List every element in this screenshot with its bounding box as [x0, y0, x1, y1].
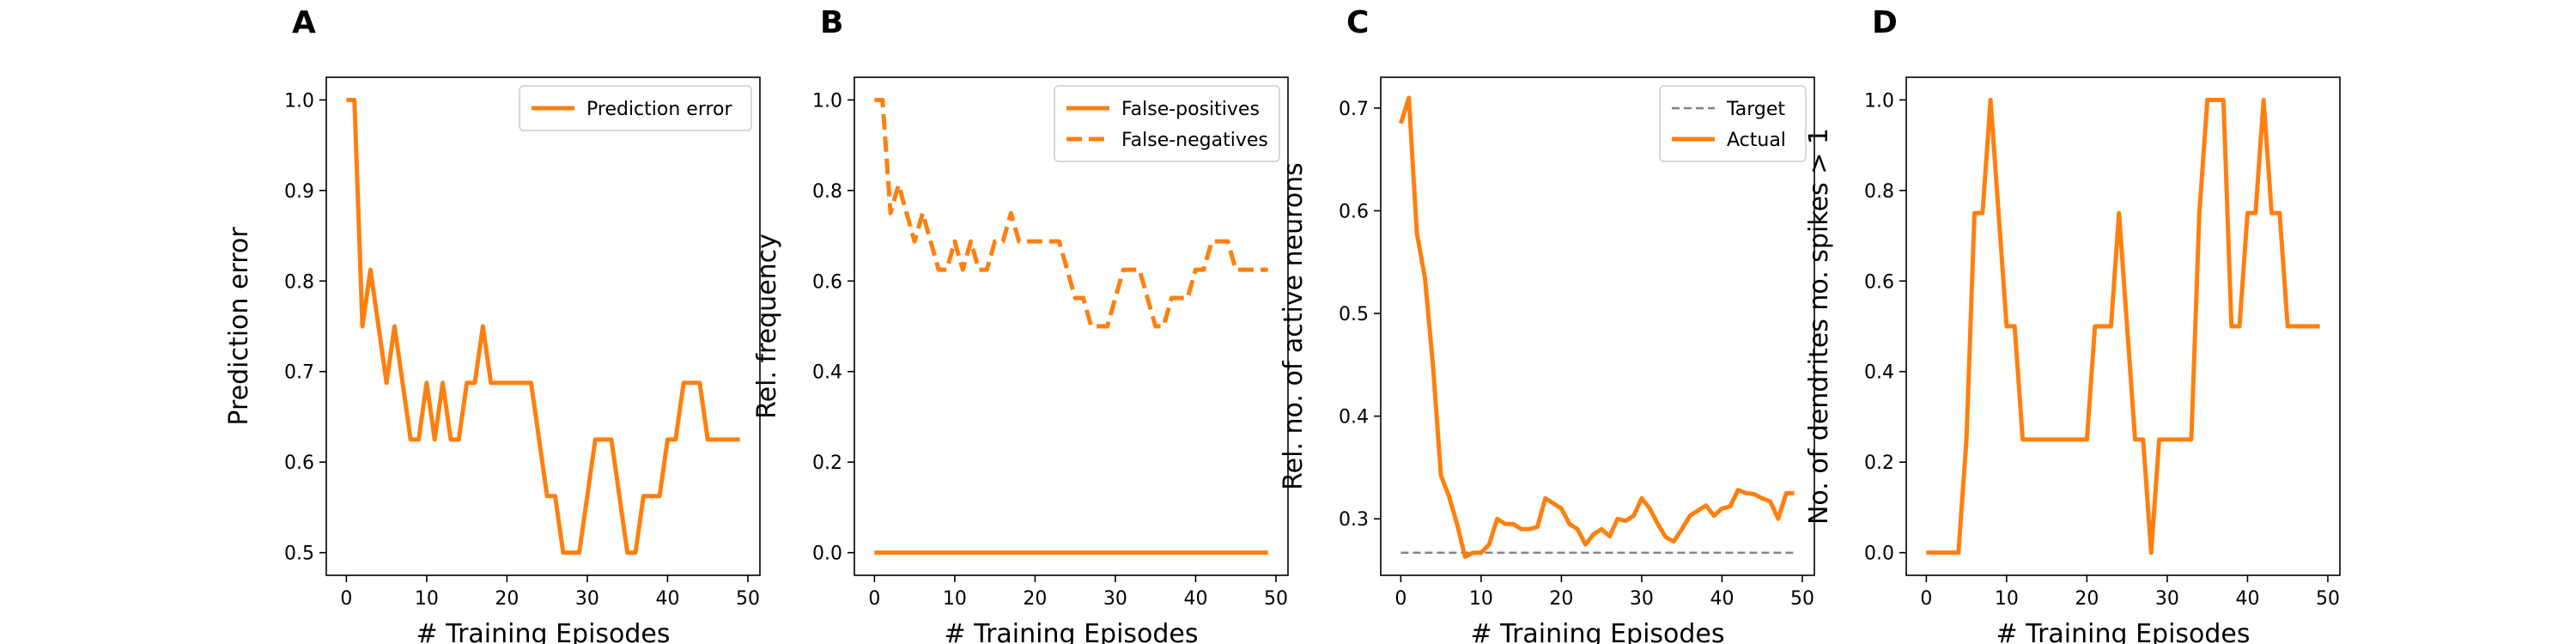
y-tick-label: 0.8 [812, 181, 842, 203]
y-tick-label: 0.6 [1864, 271, 1894, 293]
y-tick-label: 0.8 [284, 271, 314, 293]
x-tick-label: 40 [1183, 588, 1207, 610]
y-tick-label: 0.6 [1339, 201, 1369, 222]
series-line-false-negatives [874, 97, 1268, 329]
x-tick-label: 0 [868, 588, 880, 610]
legend-box [1659, 85, 1807, 162]
legend-label: Target [1726, 99, 1785, 120]
y-axis-label: No. of dendrites no. spikes > 1 [1804, 128, 1834, 525]
panel-letter: A [292, 5, 316, 40]
plot-frame [325, 76, 761, 576]
x-tick-label: 50 [1264, 588, 1288, 610]
x-tick-label: 0 [1920, 588, 1932, 610]
x-tick-label: 10 [943, 588, 967, 610]
y-tick-label: 1.0 [1864, 90, 1894, 112]
panel-d: D 0 10 20 30 40 50 0.0 0.2 0.4 0.6 0.8 1.0 # Training… [1804, 5, 2341, 644]
legend-label: False-negatives [1121, 130, 1268, 151]
panel-b: B 0 10 20 30 40 50 0.0 0.2 0.4 0.6 0.8 1.0 # Training… [752, 5, 1289, 644]
x-tick-label: 40 [655, 588, 679, 610]
y-tick-label: 1.0 [284, 90, 314, 112]
series-line-actual [1398, 95, 1795, 559]
panel-letter: D [1872, 5, 1898, 40]
x-axis-label: # Training Episodes [1470, 619, 1724, 644]
plot-frame [1380, 76, 1815, 576]
legend: Target Actual [1659, 85, 1807, 162]
x-tick-label: 30 [1630, 588, 1654, 610]
y-tick-label: 0.5 [1339, 304, 1369, 325]
y-tick-label: 0.0 [1864, 544, 1894, 565]
panel-letter: B [820, 5, 843, 40]
x-axis-label: # Training Episodes [416, 619, 670, 644]
y-tick-label: 0.6 [284, 453, 314, 474]
x-tick-label: 10 [1995, 588, 2019, 610]
x-tick-label: 30 [2155, 588, 2179, 610]
x-tick-label: 40 [2235, 588, 2259, 610]
x-tick-label: 20 [1549, 588, 1573, 610]
x-tick-label: 10 [1469, 588, 1493, 610]
x-tick-label: 50 [736, 588, 760, 610]
legend-box [519, 85, 752, 131]
x-tick-label: 20 [1023, 588, 1047, 610]
x-tick-label: 0 [1394, 588, 1406, 610]
y-tick-label: 0.3 [1339, 509, 1369, 531]
panel-a: A 0 10 20 30 40 50 0.5 0.6 0.7 0.8 0.9 1.0 # Training… [224, 5, 761, 644]
y-tick-label: 0.6 [812, 271, 842, 293]
x-tick-label: 20 [495, 588, 519, 610]
y-tick-label: 0.4 [1339, 407, 1369, 428]
x-tick-label: 0 [340, 588, 352, 610]
x-tick-label: 50 [1790, 588, 1814, 610]
legend-label: Actual [1727, 130, 1786, 151]
y-tick-label: 0.4 [812, 362, 842, 384]
x-axis-label: # Training Episodes [1996, 619, 2250, 644]
x-tick-label: 30 [575, 588, 599, 610]
y-axis-label: Rel. no. of active neurons [1279, 162, 1309, 490]
legend: Prediction error [519, 85, 752, 131]
x-axis-label: # Training Episodes [944, 619, 1198, 644]
series-line-series [1926, 97, 2320, 556]
x-tick-label: 30 [1103, 588, 1127, 610]
panel-letter: C [1346, 5, 1369, 40]
x-tick-label: 10 [415, 588, 439, 610]
y-tick-label: 0.7 [284, 362, 314, 384]
y-tick-label: 0.2 [812, 453, 842, 474]
x-tick-label: 50 [2316, 588, 2340, 610]
legend-label: Prediction error [586, 99, 732, 120]
plot-frame [1905, 76, 2341, 576]
y-axis-label: Prediction error [224, 227, 254, 426]
y-tick-label: 0.9 [284, 181, 314, 203]
panel-c: C 0 10 20 30 40 50 0.3 0.4 0.5 0.6 0.7 # Training Ep… [1279, 5, 1815, 644]
y-tick-label: 0.2 [1864, 453, 1894, 474]
y-tick-label: 0.8 [1864, 181, 1894, 203]
series-line-prediction-error [346, 97, 740, 556]
plot-frame [854, 76, 1289, 576]
legend-box [1054, 85, 1280, 162]
y-tick-label: 1.0 [812, 90, 842, 112]
y-axis-label: Rel. frequency [752, 234, 782, 419]
y-tick-label: 0.7 [1339, 99, 1369, 120]
legend-label: False-positives [1121, 99, 1260, 120]
x-tick-label: 40 [1710, 588, 1734, 610]
y-tick-label: 0.0 [812, 544, 842, 565]
y-tick-label: 0.4 [1864, 362, 1894, 384]
y-tick-label: 0.5 [284, 544, 314, 565]
legend: False-positives False-negatives [1054, 85, 1280, 162]
x-tick-label: 20 [2075, 588, 2099, 610]
